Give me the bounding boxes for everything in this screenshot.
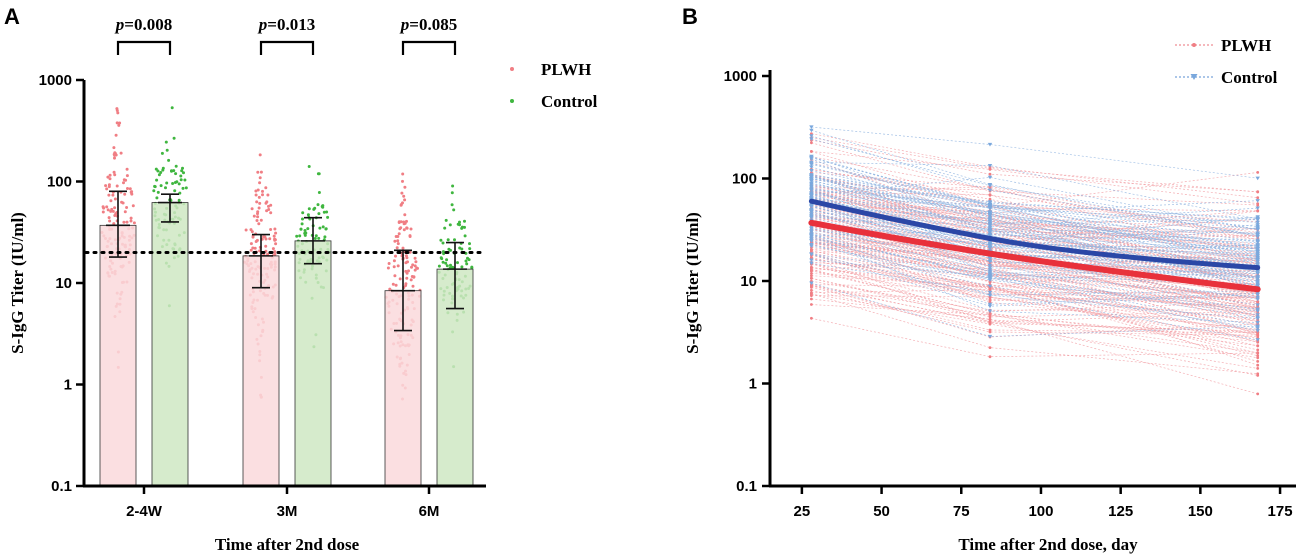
bar-plwh-2-4W — [99, 224, 137, 487]
panel-b-legend-control: Control — [1221, 68, 1278, 87]
pvalue-label: p=0.008 — [114, 15, 172, 34]
x-tick-label: 50 — [873, 503, 890, 520]
panel-a-axes — [82, 80, 486, 488]
error-bar-plwh-3M — [249, 233, 273, 289]
x-tick-label: 3M — [277, 503, 298, 520]
panel-a-legend-plwh-marker — [510, 67, 514, 71]
pvalue-label: p=0.013 — [257, 15, 315, 34]
y-tick-label: 1000 — [39, 72, 72, 89]
mean-line-plwh — [808, 219, 1261, 293]
panel-a-y-ticks: 0.1 1 10 100 1000 — [39, 72, 84, 495]
panel-a-x-label: Time after 2nd dose — [215, 535, 360, 554]
error-bar-control-3M — [301, 216, 325, 265]
panel-b: B 0.1 1 10 100 1000 25 50 75 100 125 150 175 S-IgG… — [682, 4, 1296, 554]
bar-plwh-3M — [242, 255, 280, 487]
panel-b-y-ticks: 0.1 1 10 100 1000 — [724, 68, 770, 495]
x-tick-label: 25 — [794, 503, 811, 520]
bar-control-2-4W — [151, 202, 189, 487]
x-tick-label: 75 — [953, 503, 970, 520]
panel-a-legend-plwh: PLWH — [541, 60, 591, 79]
panel-b-legend-plwh-marker — [1175, 43, 1213, 47]
x-tick-label: 100 — [1028, 503, 1053, 520]
y-tick-label: 1000 — [724, 68, 757, 85]
panel-a-y-label: S-IgG Titer (IU/ml) — [8, 212, 27, 354]
panel-b-y-label: S-IgG Titer (IU/ml) — [683, 212, 702, 354]
y-tick-label: 0.1 — [736, 478, 757, 495]
y-tick-label: 100 — [732, 171, 757, 188]
error-bar-plwh-6M — [391, 249, 415, 332]
pvalue-bracket-3M: p=0.013 — [257, 15, 315, 55]
panel-b-individual-lines — [809, 125, 1260, 396]
individual-lines-control — [809, 125, 1260, 342]
panel-a-pvalues: p=0.008 p=0.013 p=0.085 — [114, 15, 457, 55]
pvalue-bracket-2-4W: p=0.008 — [114, 15, 172, 55]
pvalue-bracket-6M: p=0.085 — [399, 15, 457, 55]
pvalue-label: p=0.085 — [399, 15, 457, 34]
y-tick-label: 10 — [740, 273, 757, 290]
panel-a-bars — [99, 202, 474, 487]
error-bar-control-2-4W — [158, 193, 182, 223]
panel-b-x-label: Time after 2nd dose, day — [958, 535, 1138, 554]
panel-b-x-ticks: 25 50 75 100 125 150 175 — [794, 486, 1293, 520]
panel-a-legend-control: Control — [541, 92, 598, 111]
y-tick-label: 0.1 — [51, 478, 72, 495]
mean-line-control — [808, 198, 1261, 271]
panel-b-axes — [768, 70, 1296, 488]
panel-b-legend-control-marker — [1175, 74, 1213, 80]
error-bar-plwh-2-4W — [106, 190, 130, 258]
y-tick-label: 1 — [749, 376, 757, 393]
panel-b-mean-lines — [808, 198, 1261, 293]
panel-b-letter: B — [682, 4, 698, 29]
y-tick-label: 10 — [55, 275, 72, 292]
bar-control-3M — [294, 240, 332, 487]
panel-a-x-ticks: 2-4W 3M 6M — [126, 486, 439, 520]
x-tick-label: 6M — [419, 503, 440, 520]
y-tick-label: 1 — [64, 377, 72, 394]
panel-a-legend: PLWH Control — [510, 60, 598, 111]
x-tick-label: 150 — [1188, 503, 1213, 520]
panel-b-legend-plwh: PLWH — [1221, 36, 1271, 55]
x-tick-label: 125 — [1108, 503, 1133, 520]
panel-b-legend: PLWH Control — [1175, 36, 1278, 87]
panel-a-letter: A — [4, 4, 20, 29]
x-tick-label: 175 — [1268, 503, 1293, 520]
x-tick-label: 2-4W — [126, 503, 163, 520]
y-tick-label: 100 — [47, 174, 72, 191]
panel-a-legend-control-marker — [510, 99, 514, 103]
